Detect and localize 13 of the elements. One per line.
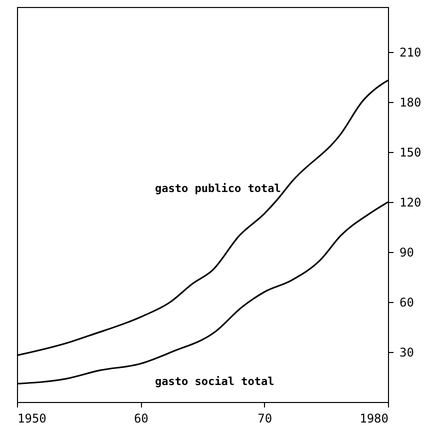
series-label: gasto social total [155, 375, 274, 388]
y-tick-label: 90 [400, 246, 414, 260]
y-tick-label: 30 [400, 346, 414, 360]
x-tick-label: 60 [134, 412, 148, 426]
x-tick-label: 70 [258, 412, 272, 426]
y-tick-label: 60 [400, 296, 414, 310]
y-tick-label: 180 [400, 96, 422, 110]
x-tick-label: 1950 [18, 412, 46, 426]
series-label: gasto publico total [155, 182, 281, 195]
y-tick-label: 150 [400, 146, 422, 160]
y-tick-label: 120 [400, 196, 422, 210]
x-tick-label: 1980 [360, 412, 388, 426]
y-tick-label: 210 [400, 46, 422, 60]
